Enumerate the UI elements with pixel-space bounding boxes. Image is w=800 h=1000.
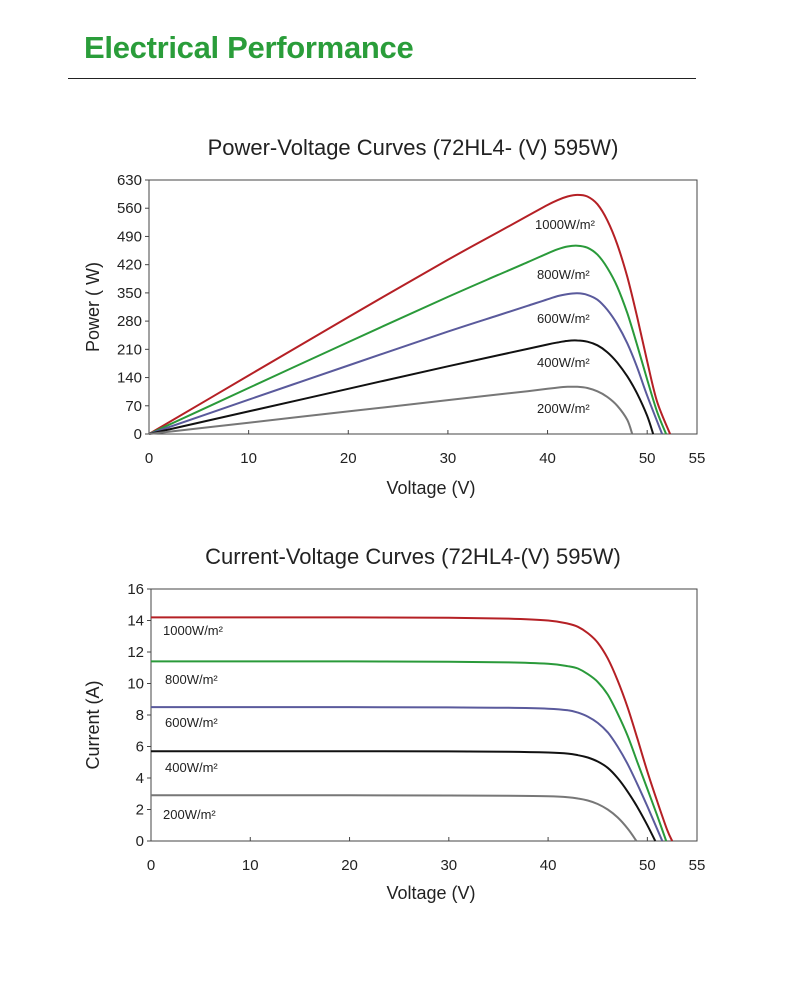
pv-x-tick-label: 50 [639, 450, 656, 467]
iv-series-line-5 [151, 794, 638, 842]
iv-x-tick-label: 30 [440, 857, 457, 874]
pv-series-line-1 [148, 193, 672, 435]
iv-series-label-4: 400W/m² [165, 760, 218, 775]
iv-series-label-5: 200W/m² [163, 807, 216, 822]
pv-series-label-5: 200W/m² [537, 401, 590, 416]
iv-y-tick-label: 8 [136, 707, 144, 724]
pv-series-label-4: 400W/m² [537, 355, 590, 370]
iv-x-tick-label: 10 [242, 857, 259, 874]
iv-x-axis-label: Voltage (V) [386, 883, 475, 903]
power-voltage-chart: Power-Voltage Curves (72HL4- (V) 595W) 0 1… [83, 135, 706, 498]
iv-series-label-1: 1000W/m² [163, 623, 224, 638]
pv-series-line-2 [148, 244, 668, 435]
pv-y-tick-label: 280 [117, 313, 142, 330]
iv-x-tick-label: 40 [540, 857, 557, 874]
iv-y-tick-label: 2 [136, 802, 144, 819]
pv-x-axis-label: Voltage (V) [386, 478, 475, 498]
iv-series-line-2 [150, 660, 668, 842]
pv-series-label-2: 800W/m² [537, 267, 590, 282]
pv-y-tick-label: 350 [117, 285, 142, 302]
iv-y-tick-label: 6 [136, 739, 144, 756]
pv-plot-frame [148, 179, 698, 435]
pv-series-line-3 [148, 292, 664, 435]
iv-series-line-3 [151, 706, 664, 842]
iv-y-tick-label: 4 [136, 770, 144, 787]
pv-y-tick-label: 420 [117, 257, 142, 274]
title-divider [68, 78, 696, 79]
pv-chart-title: Power-Voltage Curves (72HL4- (V) 595W) [208, 135, 619, 160]
pv-y-axis-label: Power ( W) [83, 262, 103, 352]
iv-series-line-1 [151, 616, 674, 842]
iv-x-tick-label: 0 [147, 857, 155, 874]
pv-x-tick-label: 10 [240, 450, 257, 467]
current-voltage-chart: Current-Voltage Curves (72HL4-(V) 595W) 0… [83, 544, 706, 903]
pv-y-tick-label: 0 [134, 426, 142, 443]
iv-y-axis-label: Current (A) [83, 680, 103, 769]
pv-x-tick-label: 40 [539, 450, 556, 467]
pv-y-tick-label: 630 [117, 172, 142, 189]
iv-x-tick-label: 50 [639, 857, 656, 874]
pv-y-tick-label: 560 [117, 200, 142, 217]
iv-chart-title: Current-Voltage Curves (72HL4-(V) 595W) [205, 544, 621, 569]
pv-x-tick-label: 0 [145, 450, 153, 467]
iv-series-label-3: 600W/m² [165, 715, 218, 730]
iv-series-line-4 [151, 750, 657, 842]
iv-series-label-2: 800W/m² [165, 672, 218, 687]
pv-y-tick-label: 210 [117, 341, 142, 358]
pv-x-tick-label: 55 [689, 450, 706, 467]
pv-y-tick-label: 140 [117, 370, 142, 387]
pv-y-tick-label: 490 [117, 228, 142, 245]
pv-x-tick-label: 30 [440, 450, 457, 467]
iv-x-tick-label: 55 [689, 857, 706, 874]
iv-plot-frame [150, 588, 698, 842]
pv-y-tick-label: 70 [125, 398, 142, 415]
iv-y-tick-label: 16 [127, 581, 144, 598]
page-title: Electrical Performance [84, 30, 414, 65]
pv-series-label-1: 1000W/m² [535, 217, 596, 232]
pv-series-line-5 [148, 385, 634, 435]
pv-x-tick-label: 20 [340, 450, 357, 467]
pv-series-label-3: 600W/m² [537, 311, 590, 326]
iv-y-tick-label: 0 [136, 833, 144, 850]
iv-y-tick-label: 12 [127, 644, 144, 661]
iv-y-tick-label: 10 [127, 676, 144, 693]
iv-x-tick-label: 20 [341, 857, 358, 874]
pv-series-line-4 [148, 339, 655, 435]
iv-y-tick-label: 14 [127, 613, 144, 630]
